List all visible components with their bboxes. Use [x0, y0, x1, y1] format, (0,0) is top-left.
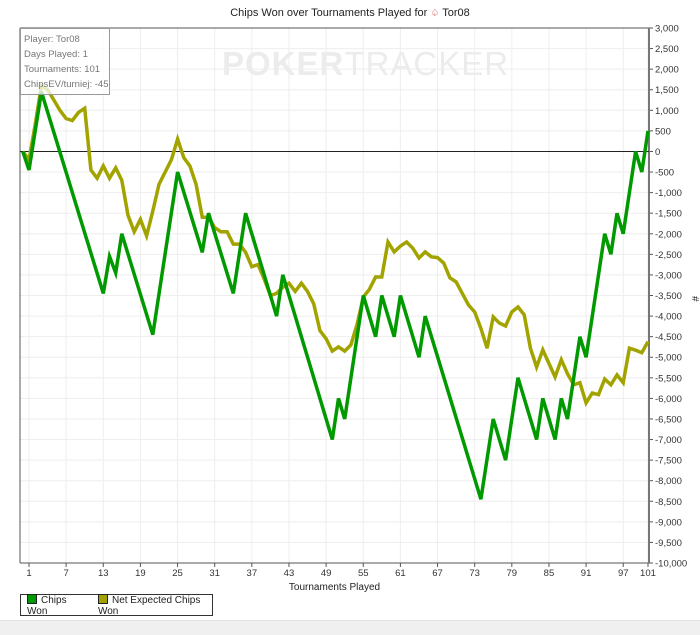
x-tick-label: 37 — [247, 568, 258, 579]
info-tournaments: Tournaments: 101 — [24, 64, 101, 75]
legend-label: Chips Won — [27, 594, 67, 617]
y-tick-label: -9,000 — [655, 517, 682, 528]
y-tick-label: -10,000 — [655, 559, 687, 570]
y-tick-label: -500 — [655, 168, 674, 179]
y-tick-label: -6,500 — [655, 414, 682, 425]
x-tick-label: 19 — [135, 568, 146, 579]
x-tick-label: 49 — [321, 568, 332, 579]
y-tick-label: -2,000 — [655, 229, 682, 240]
y-tick-label: -7,000 — [655, 435, 682, 446]
status-strip — [0, 620, 700, 635]
x-axis-label: Tournaments Played — [289, 582, 380, 593]
legend-swatch-net-expected — [97, 593, 108, 604]
watermark-bold: POKER — [222, 45, 345, 82]
y-tick-label: -1,500 — [655, 209, 682, 220]
legend-swatch-chips-won — [27, 593, 37, 604]
y-tick-label: -7,500 — [655, 456, 682, 467]
x-tick-label: 7 — [63, 568, 68, 579]
x-tick-label: 67 — [432, 568, 443, 579]
y-tick-label: -6,000 — [655, 394, 682, 405]
x-tick-label: 101 — [640, 568, 656, 579]
player-site-icon: ♤ — [430, 8, 440, 19]
legend-item-net-expected[interactable]: Net Expected Chips Won — [97, 593, 212, 617]
x-tick-label: 31 — [209, 568, 220, 579]
y-tick-label: -2,500 — [655, 250, 682, 261]
info-player: Player: Tor08 — [24, 34, 80, 45]
pokertracker-watermark: POKERTRACKER — [222, 45, 509, 83]
chart-title: Chips Won over Tournaments Played for ♤ … — [0, 7, 700, 19]
x-tick-label: 97 — [618, 568, 629, 579]
info-days-played: Days Played: 1 — [24, 49, 88, 60]
y-tick-label: -1,000 — [655, 188, 682, 199]
y-tick-label: -8,500 — [655, 497, 682, 508]
chart-title-player: Tor08 — [442, 7, 470, 19]
y-tick-label: -3,000 — [655, 270, 682, 281]
chart-title-text: Chips Won over Tournaments Played for — [230, 7, 428, 19]
y-tick-label: -5,500 — [655, 373, 682, 384]
x-tick-label: 1 — [26, 568, 31, 579]
y-tick-label: 0 — [655, 147, 660, 158]
watermark-light: TRACKER — [344, 45, 510, 82]
legend-item-chips-won[interactable]: Chips Won — [27, 593, 84, 617]
x-tick-label: 91 — [581, 568, 592, 579]
x-tick-label: 79 — [507, 568, 518, 579]
series-line-net-expected-chips-won — [21, 82, 650, 408]
x-tick-label: 55 — [358, 568, 369, 579]
y-tick-label: -3,500 — [655, 291, 682, 302]
x-tick-label: 43 — [284, 568, 295, 579]
x-tick-label: 25 — [172, 568, 183, 579]
info-box: Player: Tor08 Days Played: 1 Tournaments… — [20, 28, 110, 95]
y-tick-label: -5,000 — [655, 353, 682, 364]
y-tick-label: 2,000 — [655, 65, 679, 76]
y-tick-label: -4,000 — [655, 312, 682, 323]
x-tick-label: 61 — [395, 568, 406, 579]
y-tick-label: 3,000 — [655, 24, 679, 35]
x-tick-label: 73 — [469, 568, 480, 579]
x-tick-label: 13 — [98, 568, 109, 579]
y-tick-label: 1,000 — [655, 106, 679, 117]
x-tick-label: 85 — [544, 568, 555, 579]
y-tick-label: 1,500 — [655, 85, 679, 96]
y-tick-label: -9,500 — [655, 538, 682, 549]
y-tick-label: 500 — [655, 126, 671, 137]
y-tick-label: 2,500 — [655, 44, 679, 55]
info-chipsev: ChipsEV/turniej: -45 — [24, 79, 109, 90]
y-tick-label: -4,500 — [655, 332, 682, 343]
y-axis-label: # — [689, 296, 700, 302]
legend: Chips Won Net Expected Chips Won — [20, 593, 213, 617]
series-line-chips-won — [21, 91, 650, 500]
legend-label: Net Expected Chips Won — [97, 594, 201, 617]
y-tick-label: -8,000 — [655, 476, 682, 487]
